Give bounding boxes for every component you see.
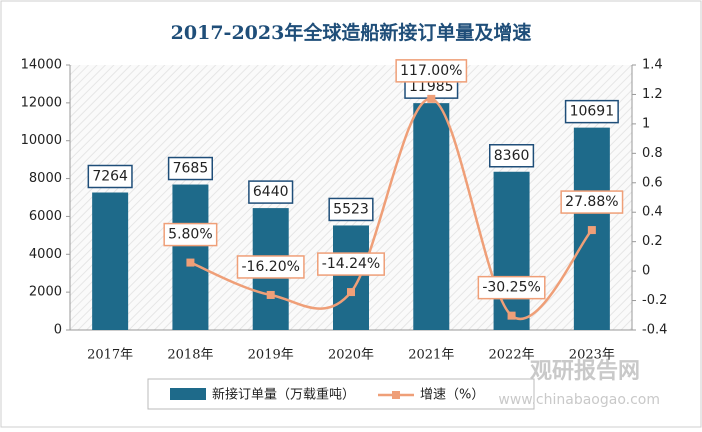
y2-tick-label: 0.4 <box>642 205 663 220</box>
line-marker <box>266 290 275 299</box>
line-value-label: 5.80% <box>168 227 212 243</box>
x-tick-label: 2018年 <box>167 348 213 363</box>
y-tick-label: 2000 <box>29 285 62 300</box>
line-value-label: -14.24% <box>322 256 380 272</box>
y-tick-label: 4000 <box>29 247 62 262</box>
chart-title: 2017-2023年全球造船新接订单量及增速 <box>171 21 532 44</box>
line-marker <box>507 311 516 320</box>
bar <box>413 103 450 330</box>
x-tick-label: 2021年 <box>408 348 454 363</box>
line-value-label: 117.00% <box>400 63 462 79</box>
bar <box>172 184 209 330</box>
bar-value-label-box <box>328 197 374 222</box>
line-marker <box>186 258 195 267</box>
line-value-label-box <box>163 222 218 247</box>
y2-tick-label: -0.4 <box>642 323 667 338</box>
legend-swatch <box>170 388 206 400</box>
bar <box>333 225 369 330</box>
line-value-label: -30.25% <box>482 280 540 296</box>
bar-value-label-box <box>167 156 213 181</box>
bar-value-label: 5523 <box>333 201 369 217</box>
y-tick-label: 14000 <box>21 58 62 73</box>
bar-value-label: 11985 <box>409 79 454 95</box>
bar-value-label-box <box>489 144 535 168</box>
line-value-label-box <box>560 190 624 214</box>
x-tick-label: 2022年 <box>489 348 535 363</box>
line-value-label: 27.88% <box>565 194 618 210</box>
bar-value-label-box <box>564 99 619 124</box>
y2-tick-label: -0.2 <box>642 293 667 308</box>
line-value-label-box <box>317 252 385 276</box>
x-tick-label: 2017年 <box>87 348 133 363</box>
y2-tick-label: 0.2 <box>642 234 663 249</box>
legend-label: 新接订单量（万载重吨） <box>212 387 355 403</box>
y-tick-label: 0 <box>54 323 62 338</box>
y2-tick-label: 1.4 <box>642 58 663 73</box>
line-value-label-box <box>236 255 305 279</box>
bar-value-label: 7264 <box>92 169 128 185</box>
y2-tick-label: 1 <box>642 116 650 131</box>
legend-swatch <box>392 391 400 399</box>
bar-value-label-box <box>248 180 294 204</box>
y2-tick-label: 0.8 <box>642 146 663 161</box>
bar <box>92 192 129 330</box>
x-tick-label: 2019年 <box>248 348 294 363</box>
legend-box <box>147 378 535 410</box>
y-tick-label: 8000 <box>29 171 62 186</box>
line-marker <box>347 288 355 297</box>
bar-value-label-box <box>87 164 133 189</box>
bar-value-label: 8360 <box>494 148 530 164</box>
y2-tick-label: 1.2 <box>642 87 663 102</box>
y2-tick-label: 0.6 <box>642 175 663 190</box>
line-value-label-box <box>477 275 546 300</box>
watermark-url: www.chinabaogao.com <box>498 392 660 408</box>
legend-label: 增速（%） <box>420 388 484 403</box>
line-marker <box>427 94 436 103</box>
line-value-label-box <box>395 59 468 83</box>
line-marker <box>587 226 596 235</box>
bar-value-label: 10691 <box>570 104 615 120</box>
watermark: 观研报告网 <box>530 359 640 384</box>
line-value-label: -16.20% <box>241 259 299 275</box>
y-tick-label: 10000 <box>21 133 62 148</box>
bar-value-label: 7685 <box>173 161 209 177</box>
y-tick-label: 6000 <box>29 209 62 224</box>
y2-tick-label: 0 <box>642 264 650 279</box>
y-tick-label: 12000 <box>21 95 62 110</box>
bar <box>493 171 530 330</box>
x-tick-label: 2020年 <box>328 348 374 363</box>
bar-value-label: 6440 <box>253 184 289 200</box>
x-tick-label: 2023年 <box>569 348 615 363</box>
